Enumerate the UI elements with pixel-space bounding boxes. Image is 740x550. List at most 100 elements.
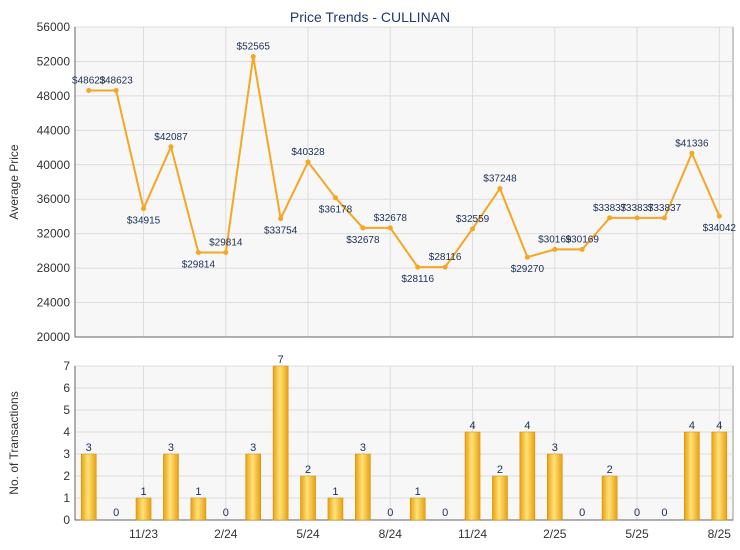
transaction-data-label: 1 — [415, 486, 421, 498]
transaction-data-label: 1 — [140, 486, 146, 498]
line-plot-area — [74, 26, 734, 338]
transaction-data-label: 0 — [442, 507, 448, 519]
x-tick-label: 11/23 — [129, 527, 158, 541]
line-y-tick-label: 28000 — [37, 261, 71, 275]
price-data-label: $32678 — [346, 235, 380, 246]
price-data-label: $48623 — [99, 76, 133, 87]
price-data-label: $34042 — [703, 223, 737, 234]
price-point — [195, 249, 201, 255]
transaction-bar — [711, 431, 728, 521]
price-point — [387, 225, 393, 231]
bar-y-tick-label: 3 — [63, 447, 70, 461]
transactions-y-axis-label: No. of Transactions — [7, 391, 21, 494]
x-tick-label: 2/25 — [543, 527, 567, 541]
price-point — [415, 264, 421, 270]
price-point — [223, 249, 229, 255]
price-data-label: $34915 — [127, 216, 161, 227]
price-trend-panel: 20000 24000 28000 32000 36000 40000 44000 48000… — [37, 20, 737, 344]
bar-y-tick-label: 0 — [63, 513, 70, 527]
transaction-data-label: 4 — [524, 420, 530, 432]
price-point — [716, 213, 722, 219]
price-point — [278, 216, 284, 222]
bar-y-tick-label: 5 — [63, 403, 70, 417]
price-data-label: $40328 — [291, 147, 325, 158]
price-data-label: $29814 — [182, 259, 216, 270]
price-point — [360, 225, 366, 231]
price-data-label: $42087 — [154, 132, 188, 143]
price-data-label: $28116 — [401, 274, 434, 285]
transaction-data-label: 3 — [552, 442, 558, 454]
transaction-data-label: 0 — [661, 507, 667, 519]
transaction-data-label: 4 — [469, 420, 475, 432]
transaction-data-label: 1 — [195, 486, 201, 498]
price-point — [689, 150, 695, 156]
price-series-line — [88, 56, 721, 269]
transaction-bar — [190, 497, 207, 521]
price-data-label: $30169 — [538, 234, 572, 245]
price-point — [86, 88, 92, 94]
transaction-data-label: 4 — [716, 420, 722, 432]
transaction-bar — [300, 475, 316, 521]
price-data-label: $41336 — [675, 138, 709, 149]
transaction-data-label: 4 — [689, 420, 695, 432]
transaction-data-label: 3 — [250, 442, 256, 454]
transaction-bar — [163, 453, 179, 521]
transaction-data-label: 0 — [387, 507, 393, 519]
transaction-bar — [355, 453, 371, 521]
transaction-data-label: 3 — [168, 442, 174, 454]
price-point — [661, 215, 667, 221]
price-data-label: $33754 — [264, 226, 298, 237]
price-point — [470, 226, 476, 232]
price-y-axis-label: Average Price — [7, 144, 21, 219]
x-tick-label: 5/25 — [625, 527, 649, 541]
price-point — [141, 206, 147, 212]
line-y-tick-label: 56000 — [37, 20, 71, 34]
transaction-data-label: 0 — [113, 507, 119, 519]
bar-y-tick-label: 1 — [63, 491, 70, 505]
transaction-data-label: 7 — [278, 354, 284, 366]
price-data-label: $33837 — [648, 203, 682, 214]
price-point — [579, 246, 585, 252]
price-point — [305, 159, 311, 165]
price-data-label: $29814 — [209, 237, 243, 248]
x-tick-label: 11/24 — [458, 527, 487, 541]
price-data-label: $33837 — [620, 203, 654, 214]
price-point — [442, 264, 448, 270]
x-tick-label: 8/25 — [708, 527, 732, 541]
bar-y-tick-label: 6 — [63, 381, 70, 395]
price-data-label: $32678 — [374, 213, 408, 224]
transaction-data-label: 2 — [607, 464, 613, 476]
price-data-label: $36178 — [319, 205, 353, 216]
transaction-data-label: 2 — [497, 464, 503, 476]
transaction-bar — [409, 497, 426, 521]
price-data-label: $32559 — [456, 214, 490, 225]
x-tick-label: 8/24 — [379, 527, 403, 541]
price-point — [524, 254, 530, 260]
line-y-tick-label: 52000 — [37, 54, 71, 68]
x-tick-label: 5/24 — [296, 527, 320, 541]
x-tick-label: 2/24 — [214, 527, 238, 541]
line-y-tick-label: 36000 — [37, 192, 71, 206]
transaction-data-label: 0 — [634, 507, 640, 519]
price-data-label: $37248 — [483, 173, 517, 184]
chart-title: Price Trends - CULLINAN — [290, 9, 450, 25]
line-y-tick-label: 24000 — [37, 296, 71, 310]
price-data-label: $29270 — [511, 264, 545, 275]
bar-y-tick-label: 4 — [63, 425, 70, 439]
price-point — [634, 215, 640, 221]
bar-y-tick-label: 2 — [63, 469, 70, 483]
price-data-label: $33837 — [593, 203, 627, 214]
price-point — [168, 144, 174, 150]
transaction-bar — [684, 431, 700, 521]
line-y-tick-label: 20000 — [37, 330, 71, 344]
bar-plot-area — [74, 365, 734, 521]
price-data-label: $28116 — [429, 252, 462, 263]
transaction-data-label: 3 — [86, 442, 92, 454]
transaction-bar — [327, 497, 344, 521]
price-point — [250, 54, 256, 60]
transaction-data-label: 2 — [305, 464, 311, 476]
transaction-bar — [519, 431, 536, 521]
transaction-bar — [547, 453, 563, 521]
